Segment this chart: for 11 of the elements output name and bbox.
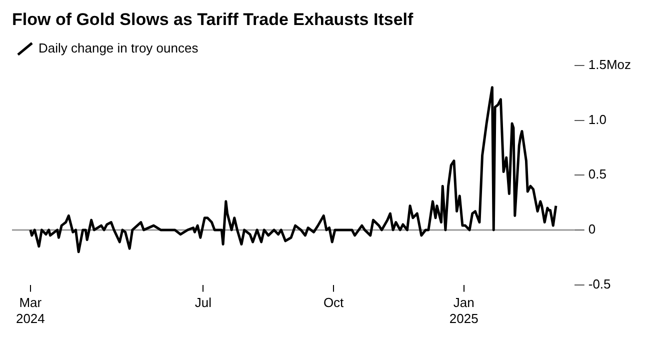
y-tick-label: 1.5Moz [588, 56, 632, 72]
x-tick-label: Jan 2025 [449, 295, 478, 326]
x-tick-label: Jul [194, 295, 212, 310]
x-tick-label: Mar 2024 [16, 295, 45, 326]
y-tick-label: 0 [588, 222, 596, 237]
y-tick-label: -0.5 [588, 276, 611, 292]
y-tick-label: 1.0 [588, 112, 606, 127]
y-tick-label: 0.5 [588, 166, 606, 182]
legend-label: Daily change in troy ounces [38, 40, 199, 56]
chart-title: Flow of Gold Slows as Tariff Trade Exhausts Itself [12, 10, 414, 29]
x-tick-label: Oct [323, 295, 344, 310]
